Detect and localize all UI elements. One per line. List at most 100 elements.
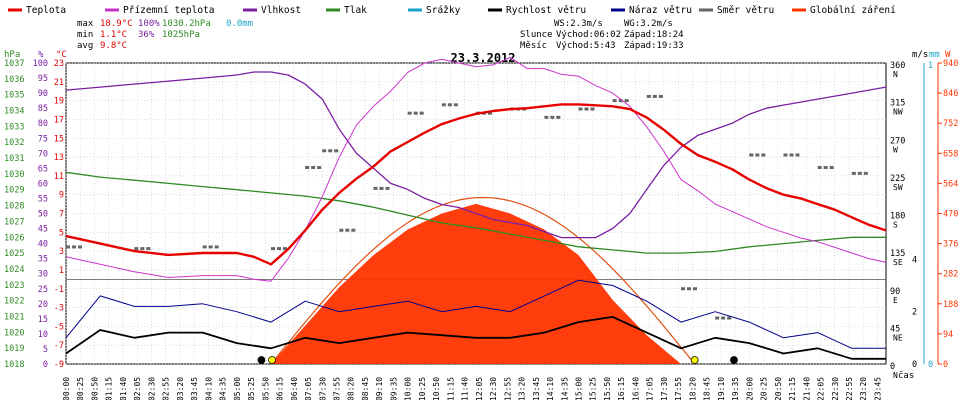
x-tick-label: 13:45 xyxy=(532,377,541,400)
moonrise-marker xyxy=(257,356,266,364)
axis-header-mm: mm xyxy=(929,50,940,60)
axis-pct-tick: 15 xyxy=(38,315,48,325)
axis-hpa-tick: 1031 xyxy=(4,154,24,164)
axis-dir-label: S xyxy=(893,221,898,230)
x-tick-label: 20:50 xyxy=(774,377,783,400)
sunrise-marker xyxy=(268,356,276,364)
stats-min-temp: 1.1°C xyxy=(100,30,127,40)
axis-w-tick: 658 xyxy=(943,149,958,159)
x-tick-label: 00:25 xyxy=(76,377,85,400)
axis-w-tick: 564 xyxy=(943,179,958,189)
axis-degc-tick: -1 xyxy=(54,285,64,295)
x-tick-label: 14:10 xyxy=(546,377,555,400)
axis-pct-tick: 50 xyxy=(38,210,48,220)
wind-direction-point xyxy=(687,287,691,291)
legend-item: Tlak xyxy=(326,5,367,16)
wind-direction-point xyxy=(305,166,310,170)
wind-direction-point xyxy=(345,228,350,232)
wind-direction-point xyxy=(447,103,452,107)
wind-direction-point xyxy=(385,186,390,190)
axis-pct-tick: 85 xyxy=(38,104,48,114)
axis-degc-tick: 5 xyxy=(59,228,64,238)
wind-direction-point xyxy=(755,153,760,157)
wind-direction-point xyxy=(441,103,446,107)
x-tick-label: 08:45 xyxy=(361,377,370,400)
axis-degc-tick: 11 xyxy=(54,172,64,182)
x-tick-label: 01:15 xyxy=(105,377,114,400)
wind-direction-point xyxy=(271,247,275,251)
x-tick-label: 16:15 xyxy=(617,377,626,400)
info-moon-label: Měsíc xyxy=(520,41,547,51)
x-tick-label: 20:00 xyxy=(745,377,754,400)
axis-w-tick: 940 xyxy=(943,59,958,69)
axis-header-w: W xyxy=(945,50,951,60)
x-tick-label: 10:25 xyxy=(418,377,427,400)
axis-dir-deg: 90 xyxy=(890,287,900,297)
wind-direction-point xyxy=(851,171,856,175)
axis-degc-tick: 13 xyxy=(54,153,64,163)
stats-min-press: 1025hPa xyxy=(162,30,200,40)
axis-pct-tick: 90 xyxy=(38,89,48,99)
x-tick-label: 06:15 xyxy=(276,377,285,400)
x-tick-label: 03:20 xyxy=(176,377,185,400)
wind-direction-point xyxy=(658,94,663,98)
info-block: WS:2.3m/s WG:3.2m/s Slunce Východ:06:02 Zápa… xyxy=(520,19,684,51)
axis-degc-tick: 15 xyxy=(54,134,64,144)
wind-direction-point xyxy=(715,316,720,320)
wind-direction-point xyxy=(618,99,623,103)
axis-dir-deg: 360 xyxy=(890,61,905,71)
wind-direction-point xyxy=(78,245,82,249)
axis-header-degc: °C xyxy=(56,50,67,60)
axis-w-tick: 846 xyxy=(943,89,958,99)
series-humidity-line xyxy=(65,71,887,239)
axis-degc-tick: -7 xyxy=(54,341,64,351)
axis-dir-label: SE xyxy=(893,258,903,267)
wind-direction-point xyxy=(328,149,333,153)
axis-pct-tick: 5 xyxy=(43,345,48,355)
x-tick-label: 18:45 xyxy=(703,377,712,400)
axis-pct-tick: 60 xyxy=(38,179,48,189)
stats-max-temp: 18.9°C xyxy=(100,19,133,29)
x-tick-label: 02:05 xyxy=(133,377,142,400)
x-tick-label: 07:30 xyxy=(318,377,327,400)
wind-direction-point xyxy=(283,247,287,251)
axis-pct-tick: 100 xyxy=(33,59,48,69)
wind-direction-point xyxy=(311,166,316,170)
wind-direction-point xyxy=(413,111,418,115)
x-tick-label: 09:35 xyxy=(389,377,398,400)
x-tick-label: 12:55 xyxy=(503,377,512,400)
axis-w-tick: 470 xyxy=(943,210,958,220)
plot-area xyxy=(65,56,887,365)
axis-pct-tick: 95 xyxy=(38,74,48,84)
wind-direction-point xyxy=(817,166,822,170)
axis-w-tick: 752 xyxy=(943,119,958,129)
x-tick-label: 04:35 xyxy=(219,377,228,400)
legend-label: Globální záření xyxy=(810,5,896,16)
legend-label: Tlak xyxy=(344,5,367,16)
x-tick-label: 20:25 xyxy=(760,377,769,400)
axis-hpa-tick: 1023 xyxy=(4,281,24,291)
radiation-clear-sky-curve xyxy=(270,196,696,365)
wind-direction-point xyxy=(550,115,555,119)
legend-label: Srážky xyxy=(426,5,461,16)
info-wg: WG:3.2m/s xyxy=(624,19,673,29)
wind-direction-point xyxy=(407,111,412,115)
series-temperature-line xyxy=(65,103,887,266)
x-tick-label: 21:40 xyxy=(802,377,811,400)
x-tick-label: 23:45 xyxy=(873,377,882,400)
axis-pct-tick: 55 xyxy=(38,194,48,204)
info-sun-label: Slunce xyxy=(520,30,553,40)
axis-dir-label: N xyxy=(893,371,898,380)
wind-direction-point xyxy=(624,99,629,103)
axis-ms-tick: 0 xyxy=(912,360,917,370)
axis-pct-tick: 75 xyxy=(38,134,48,144)
axis-mm-tick: 1 xyxy=(928,61,933,71)
axis-dir-deg: 180 xyxy=(890,212,905,222)
series-radiation-area xyxy=(271,203,681,364)
x-tick-label: 03:45 xyxy=(190,377,199,400)
wind-direction-point xyxy=(544,115,549,119)
stats-block: max 18.9°C 100% 1030.2hPa 0.0mm min 1.1°C 36% 10… xyxy=(77,19,253,51)
stats-avg-label: avg xyxy=(77,41,93,51)
series-ground-temp-line xyxy=(65,56,887,282)
